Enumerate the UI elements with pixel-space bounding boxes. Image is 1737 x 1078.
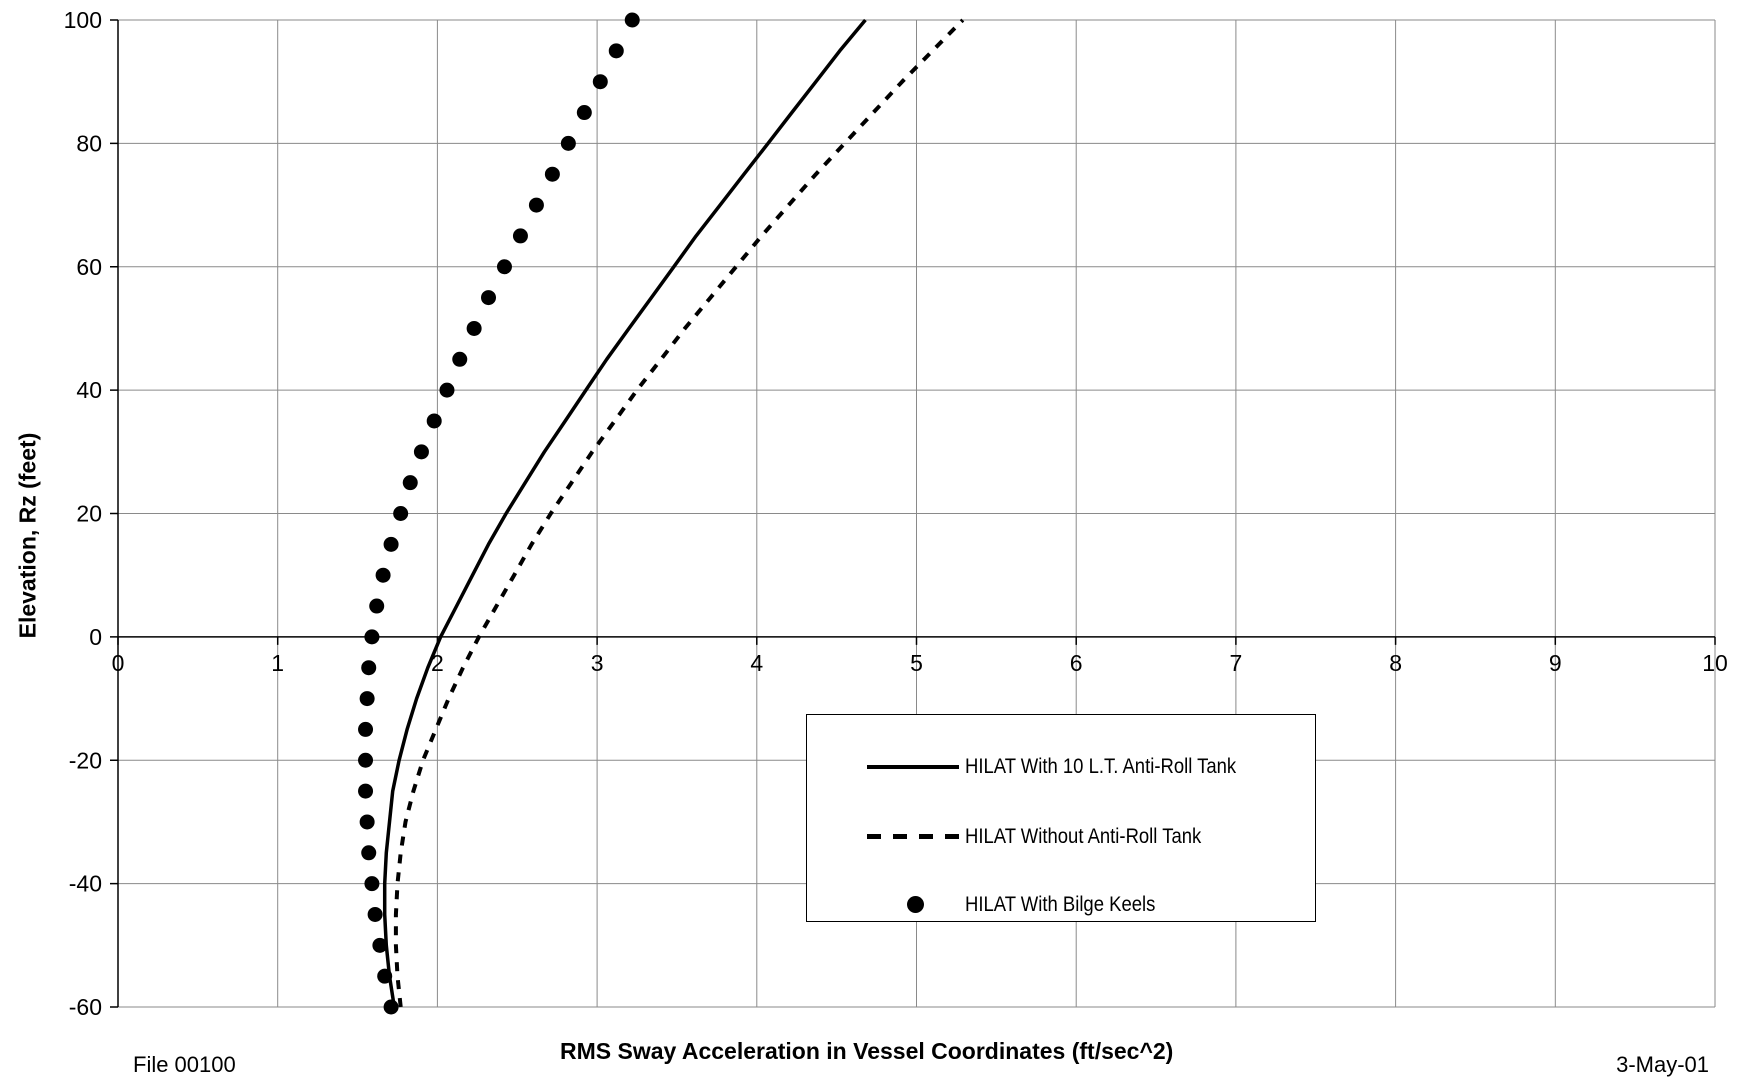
data-point-bilge-keels — [359, 691, 375, 707]
data-point-bilge-keels — [608, 43, 624, 59]
data-point-bilge-keels — [576, 105, 592, 121]
y-tick-label: -40 — [69, 871, 102, 897]
y-axis-title: Elevation, Rz (feet) — [14, 432, 41, 638]
legend-label: HILAT With Bilge Keels — [965, 893, 1156, 916]
x-tick-label: 10 — [1702, 650, 1728, 676]
data-point-bilge-keels — [358, 783, 374, 799]
legend-item-bilge-keels: HILAT With Bilge Keels — [807, 887, 1181, 923]
legend-swatch-dot — [867, 887, 959, 923]
data-point-bilge-keels — [369, 598, 385, 614]
data-point-bilge-keels — [439, 382, 455, 398]
data-point-bilge-keels — [361, 660, 377, 676]
data-point-bilge-keels — [383, 536, 399, 552]
data-point-bilge-keels — [393, 506, 409, 521]
y-tick-label: 20 — [76, 501, 102, 527]
y-tick-label: 40 — [76, 377, 102, 403]
data-point-bilge-keels — [402, 475, 418, 491]
legend-swatch-solid — [867, 749, 959, 785]
legend-item-anti-roll-tank: HILAT With 10 L.T. Anti-Roll Tank — [807, 749, 1273, 785]
x-axis: 0 1 2 3 4 5 6 7 8 9 10 — [112, 636, 1728, 676]
y-tick-label: 100 — [64, 7, 102, 33]
legend: HILAT With 10 L.T. Anti-Roll Tank HILAT … — [806, 714, 1316, 922]
data-point-bilge-keels — [377, 968, 393, 984]
y-axis-title-wrap: Elevation, Rz (feet) — [2, 0, 54, 1070]
data-point-bilge-keels — [413, 444, 429, 460]
x-tick-label: 5 — [910, 650, 923, 676]
data-point-bilge-keels — [544, 166, 560, 182]
x-tick-label: 4 — [750, 650, 763, 676]
file-label: File 00100 — [133, 1052, 236, 1077]
series-layer — [358, 12, 965, 1015]
y-tick-label: -20 — [69, 747, 102, 773]
data-point-bilge-keels — [426, 413, 442, 429]
data-point-bilge-keels — [512, 228, 528, 244]
date-label: 3-May-01 — [1616, 1052, 1709, 1077]
series-line-without-tank — [393, 18, 965, 1008]
y-tick-label: 80 — [76, 130, 102, 156]
y-tick-label: 0 — [89, 624, 102, 650]
data-point-bilge-keels — [372, 937, 388, 953]
legend-label: HILAT Without Anti-Roll Tank — [965, 825, 1202, 848]
x-tick-label: 9 — [1549, 650, 1562, 676]
data-point-bilge-keels — [358, 752, 374, 768]
data-point-bilge-keels — [452, 351, 468, 367]
data-point-bilge-keels — [624, 12, 640, 28]
x-tick-label: 8 — [1389, 650, 1402, 676]
series-line-anti-roll-tank — [382, 18, 867, 1008]
data-point-bilge-keels — [364, 629, 380, 645]
y-tick-label: 60 — [76, 254, 102, 280]
x-tick-label: 7 — [1230, 650, 1243, 676]
data-point-bilge-keels — [358, 721, 374, 737]
data-point-bilge-keels — [560, 135, 576, 151]
data-point-bilge-keels — [383, 999, 399, 1015]
data-point-bilge-keels — [528, 197, 544, 213]
data-point-bilge-keels — [361, 845, 377, 861]
data-point-bilge-keels — [375, 567, 391, 583]
data-point-bilge-keels — [466, 320, 482, 336]
legend-label: HILAT With 10 L.T. Anti-Roll Tank — [965, 755, 1237, 778]
legend-item-without-tank: HILAT Without Anti-Roll Tank — [807, 819, 1233, 855]
data-point-bilge-keels — [364, 876, 380, 892]
y-axis: -60 -40 -20 0 20 40 60 80 100 — [64, 7, 118, 1020]
legend-swatch-dashed — [867, 819, 959, 855]
x-axis-title: RMS Sway Acceleration in Vessel Coordina… — [560, 1038, 1174, 1064]
data-point-bilge-keels — [481, 290, 497, 306]
data-point-bilge-keels — [592, 74, 608, 90]
x-tick-label: 1 — [271, 650, 284, 676]
x-tick-label: 6 — [1070, 650, 1083, 676]
x-tick-label: 0 — [112, 650, 125, 676]
data-point-bilge-keels — [359, 814, 375, 830]
x-tick-label: 3 — [591, 650, 604, 676]
y-tick-label: -60 — [69, 994, 102, 1020]
data-point-bilge-keels — [496, 259, 512, 275]
data-point-bilge-keels — [367, 906, 383, 922]
